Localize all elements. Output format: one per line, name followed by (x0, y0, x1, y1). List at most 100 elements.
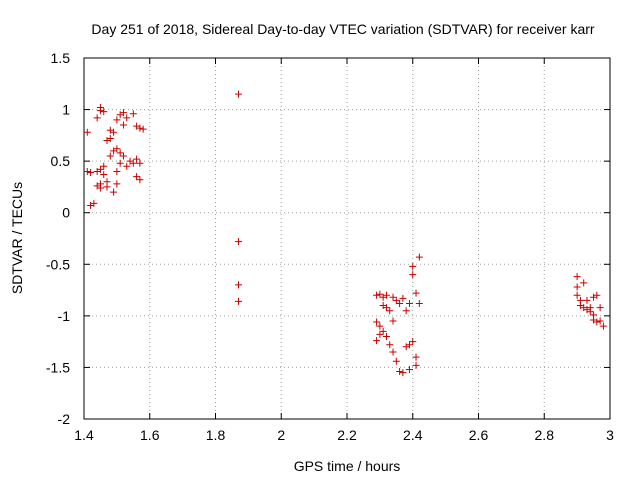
data-point (119, 152, 127, 160)
data-point (573, 283, 581, 291)
data-point (405, 299, 413, 307)
data-point (136, 159, 144, 167)
grid (84, 58, 610, 419)
data-point (593, 291, 601, 299)
y-tick-label: -2 (58, 411, 71, 427)
data-point (235, 297, 243, 305)
data-point (235, 281, 243, 289)
data-point (93, 114, 101, 122)
x-tick-label: 2.8 (535, 427, 555, 443)
data-point (83, 128, 91, 136)
data-point (405, 365, 413, 373)
tick-labels: 1.4 1.6 1.8 2 2.2 2.4 2.6 2.8 3 1.5 1 0.5 0 -0.5 -1 -1.… (46, 50, 614, 443)
x-tick-label: 1.4 (74, 427, 94, 443)
data-point (116, 159, 124, 167)
y-tick-label: -0.5 (46, 256, 70, 272)
data-point (106, 134, 114, 142)
data-point (596, 304, 604, 312)
data-point (412, 353, 420, 361)
data-point (373, 291, 381, 299)
data-point (399, 369, 407, 377)
x-tick-label: 2 (277, 427, 285, 443)
data-point (402, 307, 410, 315)
data-point (116, 149, 124, 157)
data-point (110, 128, 118, 136)
data-point (415, 299, 423, 307)
data-point (136, 176, 144, 184)
x-tick-label: 3 (606, 427, 614, 443)
data-point (83, 167, 91, 175)
data-point (399, 294, 407, 302)
data-point (129, 110, 137, 118)
data-point (586, 308, 594, 316)
data-point (573, 291, 581, 299)
data-point (392, 296, 400, 304)
data-point (396, 368, 404, 376)
data-point (90, 199, 98, 207)
data-point (103, 183, 111, 191)
data-point (373, 337, 381, 345)
data-point (382, 304, 390, 312)
data-point (96, 184, 104, 192)
x-tick-label: 1.8 (206, 427, 226, 443)
data-point (100, 108, 108, 116)
x-tick-label: 1.6 (140, 427, 160, 443)
data-point (87, 168, 95, 176)
data-point (573, 273, 581, 281)
data-point (136, 124, 144, 132)
data-point (96, 165, 104, 173)
data-point (119, 109, 127, 117)
data-point (405, 341, 413, 349)
data-point (129, 159, 137, 167)
y-tick-label: 1.5 (51, 50, 71, 66)
data-point (376, 290, 384, 298)
data-point (382, 291, 390, 299)
data-point (409, 338, 417, 346)
data-points (83, 90, 607, 377)
data-point (376, 330, 384, 338)
x-tick-label: 2.4 (403, 427, 423, 443)
data-point (392, 357, 400, 365)
data-point (389, 317, 397, 325)
data-point (596, 317, 604, 325)
y-tick-label: 0 (62, 205, 70, 221)
data-point (389, 348, 397, 356)
y-axis-label: SDTVAR / TECUs (9, 182, 25, 294)
data-point (599, 322, 607, 330)
data-point (373, 318, 381, 326)
y-tick-label: 0.5 (51, 153, 71, 169)
data-point (123, 114, 131, 122)
data-point (389, 293, 397, 301)
x-axis-label: GPS time / hours (294, 458, 401, 474)
chart-title: Day 251 of 2018, Sidereal Day-to-day VTE… (91, 21, 594, 37)
data-point (409, 271, 417, 279)
data-point (409, 262, 417, 270)
data-point (113, 180, 121, 188)
y-tick-label: -1.5 (46, 359, 70, 375)
data-point (100, 171, 108, 179)
data-point (139, 125, 147, 133)
data-point (113, 145, 121, 153)
data-point (376, 322, 384, 330)
data-point (386, 341, 394, 349)
data-point (110, 188, 118, 196)
data-point (580, 279, 588, 287)
data-point (235, 238, 243, 246)
y-tick-label: -1 (58, 308, 71, 324)
data-point (100, 162, 108, 170)
data-point (379, 327, 387, 335)
data-point (593, 318, 601, 326)
data-point (382, 332, 390, 340)
data-point (583, 296, 591, 304)
plot-frame (83, 57, 611, 420)
data-point (96, 107, 104, 115)
data-point (386, 307, 394, 315)
data-point (396, 299, 404, 307)
data-point (412, 361, 420, 369)
data-point (113, 167, 121, 175)
data-point (133, 155, 141, 163)
data-point (235, 90, 243, 98)
data-point (412, 289, 420, 297)
x-tick-label: 2.2 (337, 427, 357, 443)
